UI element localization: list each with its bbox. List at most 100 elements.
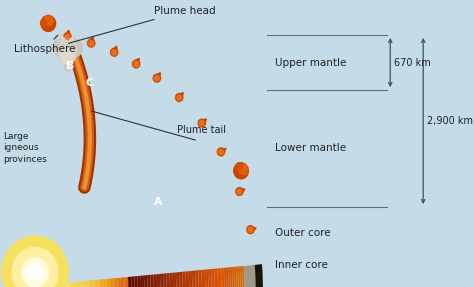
- Wedge shape: [20, 282, 74, 287]
- Wedge shape: [13, 269, 209, 287]
- Wedge shape: [17, 276, 144, 287]
- Circle shape: [132, 60, 140, 68]
- Wedge shape: [13, 270, 205, 287]
- Wedge shape: [12, 267, 230, 287]
- Wedge shape: [12, 268, 224, 287]
- Text: Plume head: Plume head: [68, 6, 216, 43]
- Circle shape: [236, 187, 243, 195]
- Wedge shape: [19, 280, 94, 287]
- Circle shape: [153, 74, 161, 82]
- Wedge shape: [12, 268, 221, 287]
- Text: Lower mantle: Lower mantle: [275, 143, 346, 153]
- Wedge shape: [18, 279, 107, 287]
- Wedge shape: [13, 269, 215, 287]
- Circle shape: [234, 163, 248, 179]
- Circle shape: [44, 15, 53, 26]
- Text: Plume tail: Plume tail: [177, 125, 226, 135]
- Wedge shape: [15, 272, 183, 287]
- Wedge shape: [16, 275, 151, 287]
- Circle shape: [53, 39, 69, 57]
- Wedge shape: [17, 277, 131, 287]
- Circle shape: [237, 189, 242, 194]
- Circle shape: [22, 258, 48, 287]
- Wedge shape: [19, 280, 96, 287]
- Text: 670 km: 670 km: [394, 57, 431, 67]
- Circle shape: [175, 94, 183, 102]
- Wedge shape: [18, 277, 125, 287]
- Wedge shape: [17, 275, 147, 287]
- Circle shape: [219, 149, 223, 154]
- Circle shape: [64, 33, 71, 41]
- Wedge shape: [15, 272, 180, 287]
- Wedge shape: [19, 281, 89, 287]
- Circle shape: [88, 39, 95, 47]
- Circle shape: [41, 15, 55, 32]
- Circle shape: [2, 236, 68, 287]
- Circle shape: [40, 20, 47, 26]
- Wedge shape: [11, 266, 245, 287]
- Wedge shape: [18, 279, 105, 287]
- Wedge shape: [14, 271, 192, 287]
- Wedge shape: [17, 276, 141, 287]
- Wedge shape: [19, 280, 100, 287]
- Wedge shape: [11, 265, 255, 287]
- Wedge shape: [12, 267, 237, 287]
- Wedge shape: [16, 275, 154, 287]
- Wedge shape: [14, 270, 202, 287]
- Circle shape: [248, 227, 253, 232]
- Wedge shape: [11, 266, 243, 287]
- Circle shape: [58, 43, 77, 63]
- Wedge shape: [19, 280, 92, 287]
- Circle shape: [110, 48, 118, 56]
- Wedge shape: [18, 279, 103, 287]
- Wedge shape: [10, 264, 263, 287]
- Wedge shape: [20, 282, 71, 287]
- Wedge shape: [17, 276, 138, 287]
- Circle shape: [65, 39, 82, 57]
- Circle shape: [65, 34, 70, 39]
- Wedge shape: [12, 268, 227, 287]
- Wedge shape: [19, 281, 85, 287]
- Wedge shape: [16, 274, 164, 287]
- Circle shape: [239, 164, 248, 174]
- Wedge shape: [15, 273, 170, 287]
- Wedge shape: [17, 276, 135, 287]
- Wedge shape: [12, 267, 228, 287]
- Wedge shape: [13, 269, 211, 287]
- Wedge shape: [16, 274, 160, 287]
- Circle shape: [236, 163, 242, 170]
- Wedge shape: [18, 278, 121, 287]
- Wedge shape: [11, 266, 240, 287]
- Wedge shape: [15, 273, 167, 287]
- Wedge shape: [16, 274, 157, 287]
- Text: C: C: [85, 78, 93, 88]
- Circle shape: [12, 247, 58, 287]
- Wedge shape: [18, 278, 114, 287]
- Circle shape: [247, 226, 254, 234]
- Text: Large
igneous
provinces: Large igneous provinces: [3, 132, 46, 164]
- Wedge shape: [19, 281, 89, 287]
- Text: 2,900 km: 2,900 km: [427, 116, 473, 126]
- Circle shape: [200, 121, 204, 126]
- Wedge shape: [20, 282, 82, 287]
- Wedge shape: [14, 271, 189, 287]
- Wedge shape: [12, 267, 232, 287]
- Text: Lithosphere: Lithosphere: [14, 35, 75, 54]
- Circle shape: [89, 41, 93, 46]
- Wedge shape: [18, 277, 128, 287]
- Wedge shape: [14, 271, 196, 287]
- Wedge shape: [14, 272, 186, 287]
- Text: Inner core: Inner core: [275, 260, 328, 270]
- Wedge shape: [18, 278, 116, 287]
- Text: Upper mantle: Upper mantle: [275, 58, 346, 68]
- Wedge shape: [18, 279, 110, 287]
- Circle shape: [60, 36, 75, 52]
- Text: A: A: [154, 197, 162, 207]
- Wedge shape: [19, 280, 100, 287]
- Circle shape: [177, 95, 182, 100]
- Wedge shape: [14, 270, 199, 287]
- Wedge shape: [12, 267, 238, 287]
- Wedge shape: [18, 278, 118, 287]
- Circle shape: [134, 61, 138, 67]
- Circle shape: [60, 48, 75, 64]
